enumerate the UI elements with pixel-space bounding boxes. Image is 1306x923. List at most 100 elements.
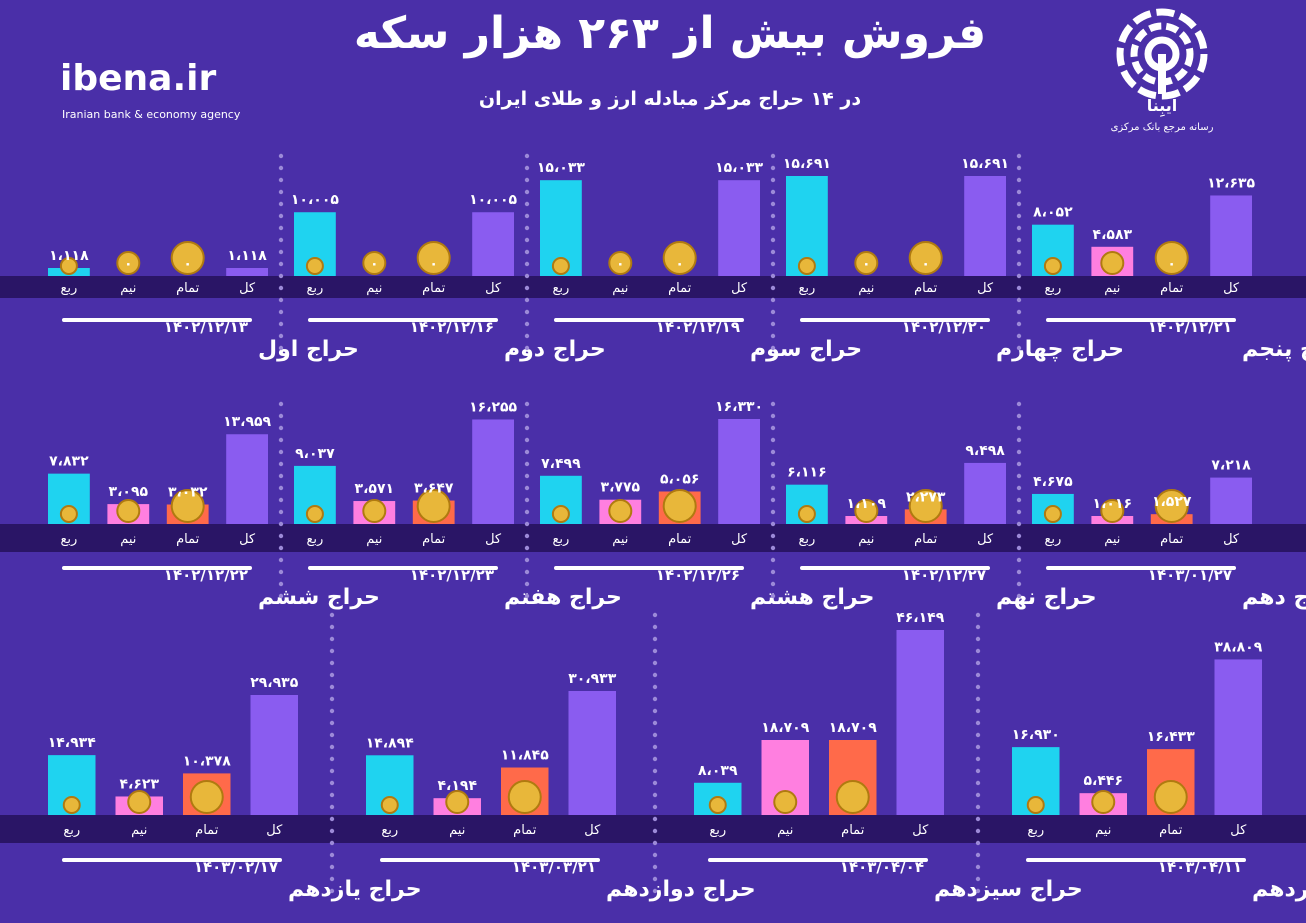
separator-dot [975,708,981,714]
separator-dot [1016,437,1022,443]
separator-dot [1016,249,1022,255]
bar-value-label: ۹،۴۹۸ [965,443,1005,459]
bar-value-label: ۰ [862,256,871,272]
separator-dot [278,485,284,491]
separator-dot [770,321,776,327]
separator-dot [652,840,658,846]
separator-dot [524,461,530,467]
bar-value-label: ۰ [183,256,192,272]
separator-dot [1016,189,1022,195]
separator-dot [329,636,335,642]
coin-icon [854,499,879,523]
separator-dot [278,461,284,467]
separator-dot [770,581,776,587]
separator-dot [652,696,658,702]
bar-value-label: ۱۰،۰۰۵ [291,192,339,208]
category-label: نیم [858,532,874,547]
separator-dot [329,888,335,894]
coin-icon [170,489,205,523]
category-label: تمام [422,532,446,547]
separator-dot [975,636,981,642]
separator-dot [278,309,284,315]
bar-kol [964,176,1006,276]
separator-dot [652,804,658,810]
bar-value-label: ۱۸،۷۰۹ [829,720,877,736]
separator-dot [770,497,776,503]
caption-underline [708,858,928,862]
separator-dot [1016,401,1022,407]
separator-dot [329,708,335,714]
separator-dot [278,557,284,563]
separator-dot [1016,165,1022,171]
separator-dot [770,297,776,303]
separator-dot [652,672,658,678]
separator-dot [1016,321,1022,327]
bar-value-label: ۱۶،۲۵۵ [469,399,517,415]
separator-dot [278,165,284,171]
separator-dot [975,840,981,846]
auction-panel: ۱،۱۱۸ ربع ۰ نیم ۰ تمام ۱،۱۱۸ کل ۱۴۰۲/۱۲/۱۳ حراج ا… [48,241,359,362]
separator-dot [524,165,530,171]
separator-dot [278,449,284,455]
bar-value-label: ۳،۷۷۵ [601,480,641,496]
bar-kol [718,180,760,276]
separator-dot [524,153,530,159]
separator-dot [329,804,335,810]
coin-icon [362,251,387,275]
separator-dot [329,864,335,870]
separator-dot [524,225,530,231]
logo-name: ایبِنا [1146,96,1178,115]
separator-dot [524,509,530,515]
bar-kol [718,419,760,524]
bar-value-label: ۱۶،۹۳۰ [1012,727,1060,743]
separator-dot [1016,461,1022,467]
separator-dot [1016,497,1022,503]
coin-icon [908,489,943,523]
separator-dot [975,624,981,630]
separator-dot [524,533,530,539]
separator-dot [278,401,284,407]
auction-panel: ۸،۰۵۲ ربع ۴،۵۸۳ نیم ۰ تمام ۱۲،۶۳۵ کل ۱۴۰۲/۱۲/۲۱ ح… [1032,175,1306,362]
separator-dot [975,648,981,654]
bar-value-label: ۰ [1167,256,1176,272]
separator-dot [329,756,335,762]
separator-dot [1016,213,1022,219]
coin-icon [773,790,798,814]
separator-dot [652,624,658,630]
separator-dot [1016,297,1022,303]
bar-value-label: ۳،۰۳۲ [168,485,208,501]
category-label: نیم [449,823,465,838]
separator-dot [524,177,530,183]
category-label: تمام [668,281,692,296]
separator-dot [1016,333,1022,339]
bar-value-label: ۵،۴۴۶ [1084,773,1124,789]
bar-value-label: ۶،۱۱۶ [787,465,827,481]
bar-value-label: ۴،۶۲۳ [120,776,160,792]
separator-dot [524,201,530,207]
category-label: نیم [366,281,382,296]
separator-dot [1016,569,1022,575]
auction-date: ۱۴۰۲/۱۲/۱۳ [164,318,248,336]
separator-dot [1016,509,1022,515]
category-label: ربع [306,281,323,296]
category-label: تمام [1160,281,1184,296]
separator-dot [524,581,530,587]
category-label: تمام [422,281,446,296]
separator-dot [1016,593,1022,599]
auction-name: حراج یازدهم [288,877,422,902]
separator-dot [524,261,530,267]
separator-dot [329,672,335,678]
auction-date: ۱۴۰۳/۰۴/۱۱ [1158,858,1242,876]
separator-dot [975,852,981,858]
separator-dot [278,201,284,207]
coin-icon [116,251,141,275]
category-label: کل [1223,532,1240,547]
bar-value-label: ۷،۲۱۸ [1211,458,1251,474]
separator-dot [652,636,658,642]
broadcast-logo-icon [1116,8,1208,100]
separator-dot [329,696,335,702]
category-label: نیم [366,532,382,547]
separator-dot [329,660,335,666]
separator-dot [770,153,776,159]
bar-value-label: ۴،۱۹۴ [438,778,478,794]
